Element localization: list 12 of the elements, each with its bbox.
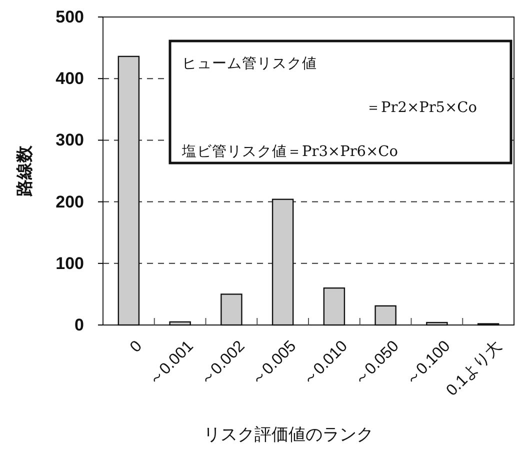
annotation: ＝Pr2×Pr5×Co bbox=[366, 100, 477, 116]
annotation: 塩ビ管リスク値＝Pr3×Pr6×Co bbox=[181, 143, 398, 160]
y-tick-label: 200 bbox=[56, 192, 84, 212]
y-tick-label: 300 bbox=[56, 130, 84, 150]
y-tick-label: 0 bbox=[74, 315, 84, 334]
x-axis-title: リスク評価値のランク bbox=[204, 425, 374, 445]
y-tick-label: 100 bbox=[56, 254, 84, 273]
annotation: ヒューム管リスク値 bbox=[182, 55, 317, 72]
y-tick-label: 400 bbox=[56, 69, 84, 88]
y-axis-title: 路線数 bbox=[15, 144, 35, 198]
y-tick-label: 500 bbox=[56, 7, 84, 26]
x-tick-label: 0 bbox=[127, 338, 146, 356]
